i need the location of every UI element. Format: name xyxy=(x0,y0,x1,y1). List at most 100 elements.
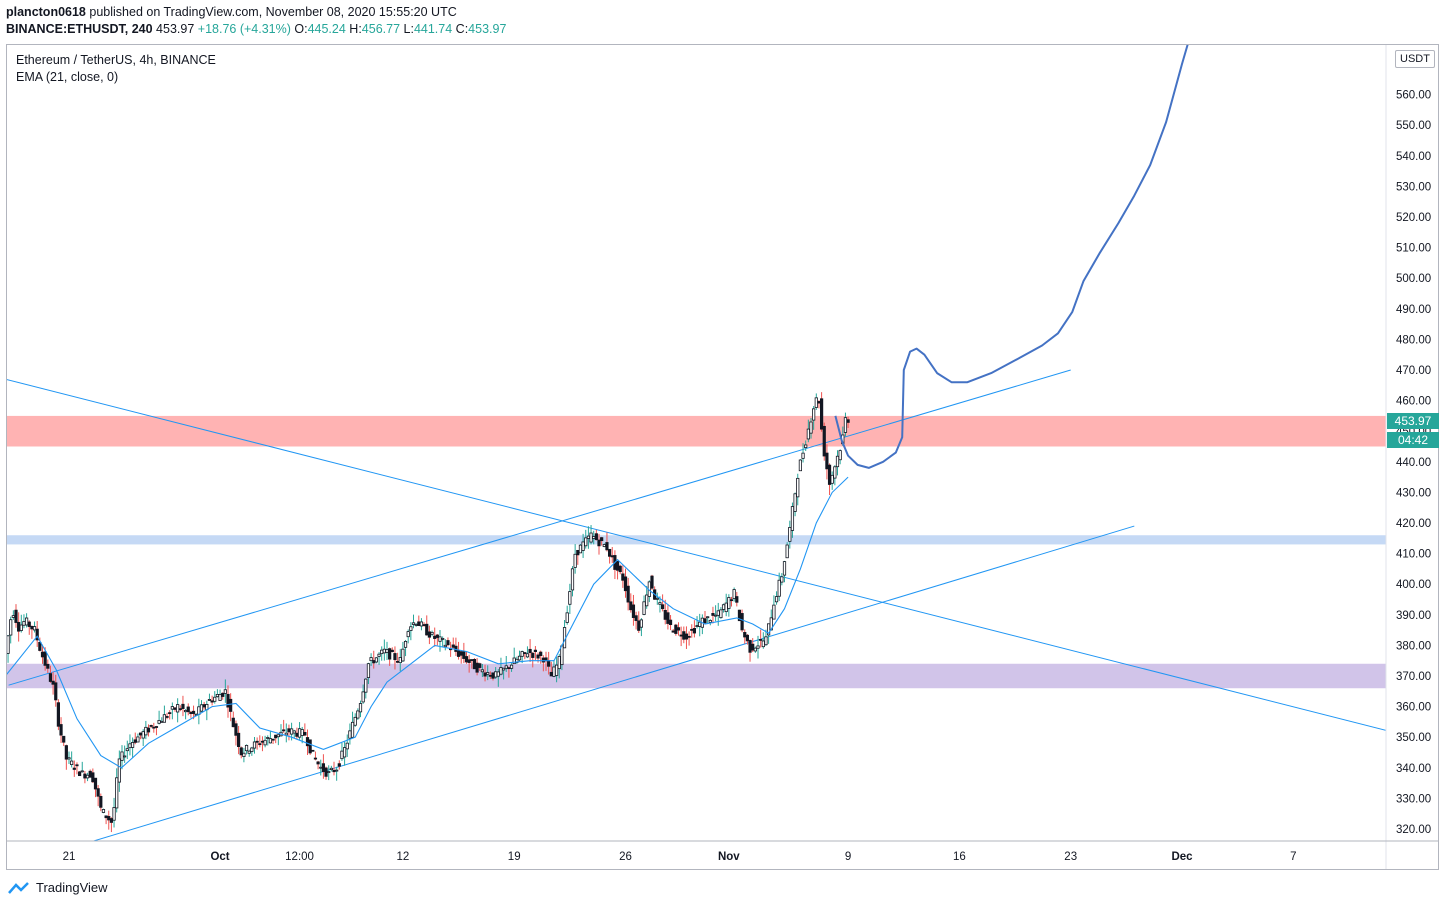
candle-body xyxy=(843,417,848,433)
candle xyxy=(610,547,614,563)
y-tick-label: 400.00 xyxy=(1396,579,1431,591)
candle-body xyxy=(414,623,418,626)
candle-body xyxy=(356,710,360,719)
candle-body xyxy=(475,662,479,673)
y-tick-label: 470.00 xyxy=(1396,365,1431,377)
tradingview-logo-icon xyxy=(8,881,29,894)
candle xyxy=(576,549,580,565)
x-tick-label: 12 xyxy=(397,851,410,863)
y-tick-label: 480.00 xyxy=(1396,334,1431,346)
candle-body xyxy=(266,737,270,739)
candle xyxy=(478,662,482,671)
candle xyxy=(348,723,352,745)
candle-body xyxy=(658,602,662,605)
candle-body xyxy=(427,631,432,638)
chart-legend-title[interactable]: Ethereum / TetherUS, 4h, BINANCE xyxy=(16,53,216,67)
candle-body xyxy=(796,477,800,498)
candle xyxy=(729,596,734,607)
candle xyxy=(822,422,826,461)
candle-body xyxy=(218,694,222,701)
candle-body xyxy=(456,650,461,657)
candle xyxy=(62,735,66,747)
candle xyxy=(793,492,797,517)
currency-badge[interactable]: USDT xyxy=(1395,50,1435,68)
candle-body xyxy=(838,450,842,461)
candle xyxy=(297,722,302,740)
candle-body xyxy=(433,635,437,639)
candle xyxy=(260,736,265,752)
candle-body xyxy=(798,459,803,472)
candle xyxy=(35,621,39,647)
close-value: 453.97 xyxy=(468,22,507,36)
candle xyxy=(83,770,87,784)
candle xyxy=(176,698,180,723)
author-name[interactable]: plancton0618 xyxy=(6,5,86,19)
candle-body xyxy=(576,549,580,556)
candle-body xyxy=(764,636,768,646)
candle-body xyxy=(711,613,715,616)
candle xyxy=(401,641,405,662)
candle xyxy=(825,444,829,480)
candle-body xyxy=(642,601,646,615)
candle-body xyxy=(782,561,787,576)
candle-body xyxy=(91,772,95,783)
candle-body xyxy=(409,626,413,631)
candle-body xyxy=(176,704,180,713)
candle-body xyxy=(223,689,227,694)
candle xyxy=(101,808,106,814)
candle xyxy=(626,577,630,611)
candle xyxy=(11,610,15,620)
candle-body xyxy=(85,774,90,779)
candle-body xyxy=(446,640,450,646)
candle-body xyxy=(40,651,45,658)
candle-body xyxy=(27,621,31,627)
candle-body xyxy=(441,637,445,640)
chart-frame[interactable] xyxy=(6,44,1439,870)
candle xyxy=(255,737,259,750)
candle-body xyxy=(822,425,826,457)
candle-body xyxy=(472,659,477,670)
candle xyxy=(732,587,736,602)
candle-body xyxy=(295,732,299,737)
candle xyxy=(433,627,437,647)
candle-body xyxy=(289,728,294,735)
candle xyxy=(788,520,792,549)
candle-body xyxy=(274,734,278,739)
candle-body xyxy=(517,655,522,661)
candle-body xyxy=(592,536,596,539)
candle-body xyxy=(438,636,442,642)
candle-body xyxy=(38,641,42,651)
candle xyxy=(642,595,646,616)
candle xyxy=(199,700,204,713)
candle xyxy=(48,665,53,683)
candle xyxy=(708,619,712,626)
last-price-tag: 453.97 xyxy=(1387,413,1439,429)
candle-body xyxy=(549,671,553,677)
candle-body xyxy=(22,621,26,626)
candle xyxy=(639,618,644,637)
candle xyxy=(170,702,174,720)
candle-body xyxy=(835,455,840,468)
candle xyxy=(356,708,360,720)
candle xyxy=(329,765,333,772)
candle xyxy=(99,793,103,812)
candle-body xyxy=(221,692,225,697)
candle-body xyxy=(509,664,514,669)
candle-body xyxy=(756,645,760,649)
tradingview-footer[interactable]: TradingView xyxy=(8,880,108,895)
candle-body xyxy=(51,680,55,685)
candle-body xyxy=(11,615,15,618)
candle xyxy=(427,625,432,645)
candle xyxy=(525,646,530,659)
candle xyxy=(573,544,577,574)
ema-legend[interactable]: EMA (21, close, 0) xyxy=(16,70,119,84)
candle-body xyxy=(650,575,654,589)
candle xyxy=(600,536,604,546)
candle-body xyxy=(462,651,466,659)
candle-body xyxy=(520,651,524,657)
candle-body xyxy=(584,537,588,547)
candle xyxy=(801,443,805,463)
candle-body xyxy=(101,809,106,813)
candle xyxy=(22,614,26,629)
